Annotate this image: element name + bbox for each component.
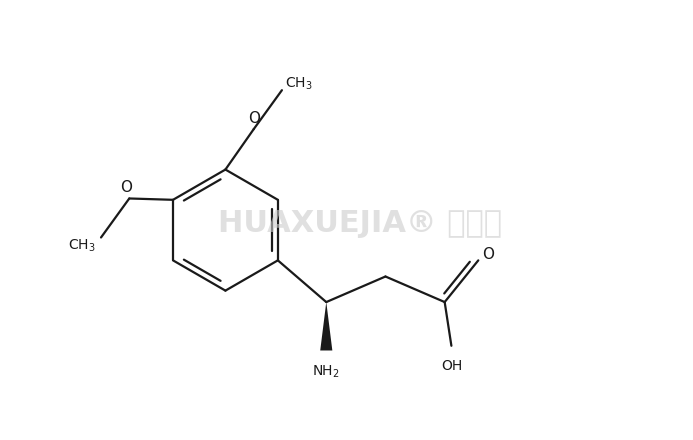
Text: O: O (120, 180, 132, 195)
Text: CH$_3$: CH$_3$ (285, 75, 313, 92)
Text: HUAXUEJIA® 化学加: HUAXUEJIA® 化学加 (218, 209, 502, 238)
Text: O: O (482, 247, 493, 263)
Text: OH: OH (441, 359, 462, 373)
Text: NH$_2$: NH$_2$ (313, 364, 340, 380)
Text: CH$_3$: CH$_3$ (69, 237, 96, 254)
Text: O: O (248, 111, 261, 126)
Polygon shape (320, 302, 333, 351)
